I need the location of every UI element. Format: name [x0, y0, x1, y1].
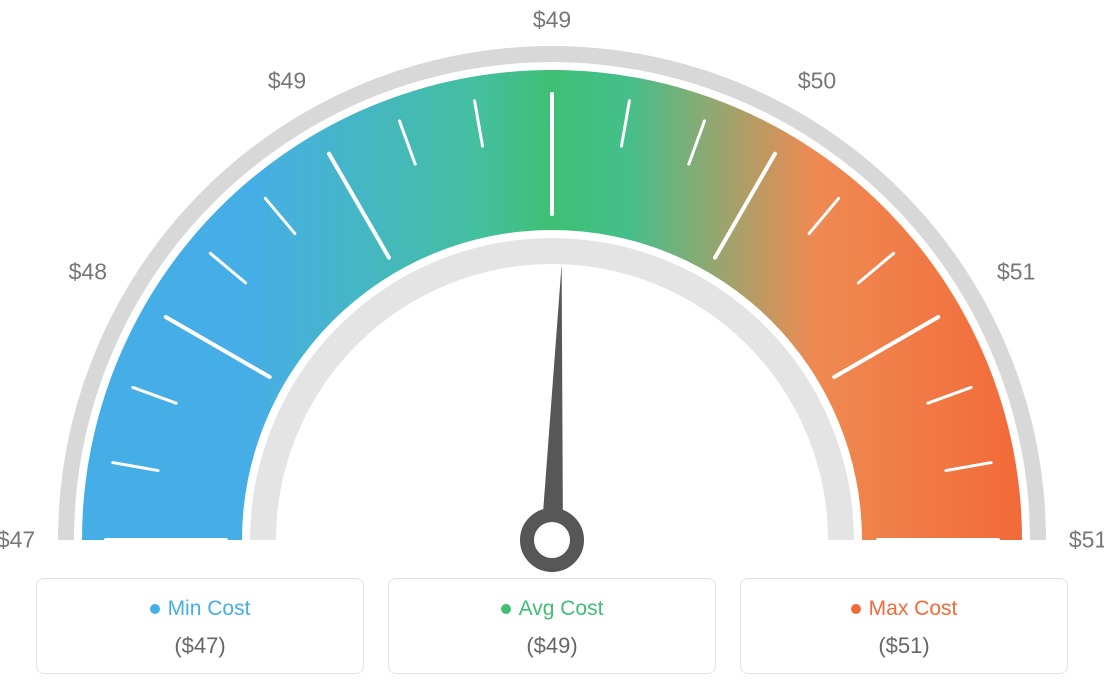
legend-card-min: Min Cost ($47)	[36, 578, 364, 674]
gauge-hub	[527, 515, 577, 565]
legend-dot-min	[150, 604, 160, 614]
gauge-area: $47 $48 $49 $49 $50 $51 $51	[0, 0, 1104, 560]
legend-title-avg: Avg Cost	[501, 597, 604, 621]
legend-title-max: Max Cost	[851, 597, 958, 621]
gauge-tick-label: $49	[268, 68, 306, 95]
gauge-tick-label: $48	[69, 259, 107, 286]
gauge-tick-label: $51	[1069, 527, 1104, 554]
legend-title-min: Min Cost	[150, 597, 251, 621]
gauge-tick-label: $49	[533, 7, 571, 34]
legend-label-avg: Avg Cost	[519, 597, 604, 621]
gauge-tick-label: $51	[997, 259, 1035, 286]
legend-label-min: Min Cost	[168, 597, 251, 621]
legend-value-min: ($47)	[47, 633, 353, 659]
gauge-needle	[541, 264, 563, 540]
gauge-tick-label: $47	[0, 527, 35, 554]
legend-value-avg: ($49)	[399, 633, 705, 659]
legend-value-max: ($51)	[751, 633, 1057, 659]
legend-dot-max	[851, 604, 861, 614]
legend-card-avg: Avg Cost ($49)	[388, 578, 716, 674]
legend-row: Min Cost ($47) Avg Cost ($49) Max Cost (…	[0, 578, 1104, 674]
chart-container: $47 $48 $49 $49 $50 $51 $51 Min Cost ($47) Avg…	[0, 0, 1104, 690]
gauge-tick-label: $50	[798, 68, 836, 95]
legend-dot-avg	[501, 604, 511, 614]
legend-card-max: Max Cost ($51)	[740, 578, 1068, 674]
legend-label-max: Max Cost	[869, 597, 958, 621]
gauge-svg	[0, 0, 1104, 580]
